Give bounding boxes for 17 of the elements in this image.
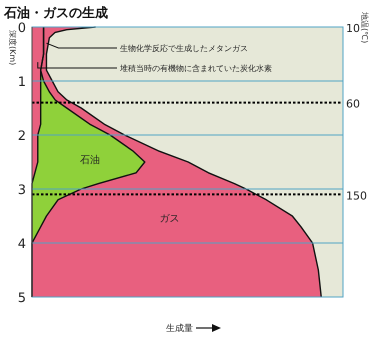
annotation: 生物化学反応で生成したメタンガス [120,44,248,53]
series-label: 石油 [80,154,100,166]
text: 10 [346,22,360,35]
y-tick-label: 5 [18,291,26,306]
series-label: ガス [160,214,180,225]
text: 60 [346,98,360,111]
y-tick-label: 3 [18,183,26,198]
y-tick-label: 0 [18,21,26,36]
text: 150 [346,189,367,202]
chart-title: 石油・ガスの生成 [3,6,108,21]
y2-axis-title: 地温(℃) [360,11,369,44]
annotation: 堆積当時の有機物に含まれていた炭化水素 [119,64,272,73]
y-tick-label: 2 [18,129,26,144]
y-tick-label: 1 [18,75,26,90]
x-axis-title: 生成量 [166,323,193,334]
y-tick-label: 4 [18,237,26,252]
y-axis-title: 深度(Km) [8,30,17,66]
